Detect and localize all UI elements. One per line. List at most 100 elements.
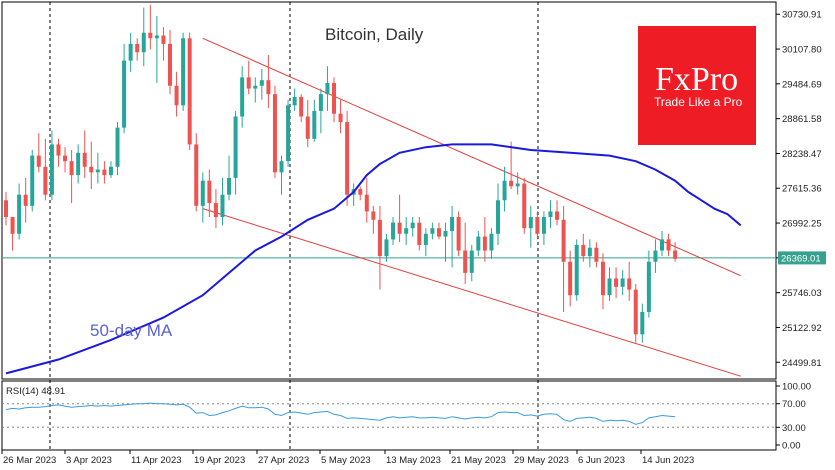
candle-body — [279, 161, 284, 173]
candle — [266, 55, 271, 109]
x-tick-label: 29 May 2023 — [514, 455, 569, 466]
x-axis: 26 Mar 2023 3 Apr 2023 11 Apr 2023 19 Apr 2… — [1, 450, 694, 466]
price-tick-label: 30107.80 — [782, 45, 822, 56]
x-tick-label: 19 Apr 2023 — [194, 455, 245, 466]
candle — [528, 205, 533, 248]
candle-body — [666, 239, 671, 251]
channel-upper-line — [202, 37, 741, 277]
candle-body — [397, 222, 402, 234]
x-tick-label: 3 Apr 2023 — [66, 455, 112, 466]
candle — [607, 267, 612, 301]
ma-50-line — [5, 143, 742, 375]
candle — [95, 152, 100, 184]
candle-body — [423, 233, 428, 245]
candle — [318, 88, 323, 134]
candle — [200, 172, 205, 223]
candle-body — [581, 244, 586, 257]
candle-body — [522, 183, 527, 229]
candle-body — [404, 228, 409, 234]
candle — [246, 60, 251, 95]
candle — [36, 133, 41, 173]
candle-body — [82, 152, 87, 167]
candle-body — [660, 239, 664, 251]
candle-body — [443, 230, 448, 237]
candle — [377, 205, 382, 290]
candle — [469, 244, 474, 282]
candle-body — [266, 80, 271, 95]
candle-body — [56, 144, 61, 156]
candle-body — [535, 217, 540, 234]
candle-body — [23, 194, 28, 206]
candle — [410, 217, 415, 237]
candle-body — [338, 113, 343, 123]
candle-body — [633, 289, 638, 335]
candle — [509, 141, 514, 190]
candle-body — [646, 261, 651, 312]
x-tick-label: 13 May 2023 — [386, 455, 441, 466]
candle — [581, 233, 586, 262]
candle-body — [673, 250, 678, 259]
rsi-pane — [2, 402, 776, 428]
logo-brand-name: FxPro — [655, 61, 738, 98]
candle-body — [627, 278, 632, 290]
candle-body — [272, 94, 277, 173]
candle-body — [286, 105, 291, 162]
candle-body — [312, 110, 317, 139]
price-tick-label: 26992.25 — [782, 219, 822, 230]
candle-body — [292, 96, 297, 106]
candle-body — [436, 228, 441, 237]
candle — [10, 217, 15, 251]
candle — [122, 43, 127, 134]
candle-body — [358, 189, 363, 195]
candle — [397, 194, 402, 243]
candle-body — [102, 169, 107, 176]
candle-body — [384, 239, 389, 257]
candle-body — [594, 247, 599, 262]
candle-body — [456, 217, 461, 251]
rsi-tick-label: 0.00 — [782, 441, 801, 452]
candle-body — [430, 228, 435, 234]
candle-body — [30, 155, 35, 206]
candle-body — [259, 80, 264, 86]
channel-lower-line — [202, 208, 741, 377]
ma-annotation: 50-day MA — [90, 321, 173, 340]
candle — [233, 110, 238, 195]
candle — [548, 200, 553, 229]
candle — [574, 239, 579, 301]
candle-body — [509, 180, 514, 187]
candle — [358, 186, 363, 201]
candle — [594, 242, 599, 268]
price-tick-label: 28238.47 — [782, 149, 822, 160]
candle — [443, 222, 448, 262]
candle-body — [220, 194, 225, 218]
candle-body — [568, 261, 573, 296]
candle — [128, 32, 133, 72]
current-price-label: 26369.01 — [781, 253, 821, 264]
candle-body — [364, 194, 369, 212]
candle — [627, 261, 632, 301]
candle-body — [253, 85, 258, 89]
candle-body — [122, 60, 127, 128]
candle-body — [227, 177, 232, 195]
candle — [49, 130, 54, 201]
candle — [82, 130, 87, 178]
candle-body — [325, 82, 330, 95]
chart-title: Bitcoin, Daily — [325, 25, 424, 44]
candle — [482, 217, 487, 262]
candle — [135, 38, 140, 61]
candle — [102, 161, 107, 184]
candle-body — [614, 278, 619, 287]
candle-body — [154, 35, 159, 39]
price-tick-label: 25746.03 — [782, 288, 822, 299]
candle — [4, 191, 8, 226]
logo-background — [638, 26, 756, 145]
candle — [56, 138, 61, 167]
candle — [76, 144, 81, 184]
candle — [489, 228, 494, 259]
candle-body — [63, 155, 68, 162]
candle-body — [69, 161, 74, 176]
candle-body — [17, 194, 22, 234]
candle — [141, 7, 146, 67]
x-tick-label: 14 Jun 2023 — [642, 455, 694, 466]
